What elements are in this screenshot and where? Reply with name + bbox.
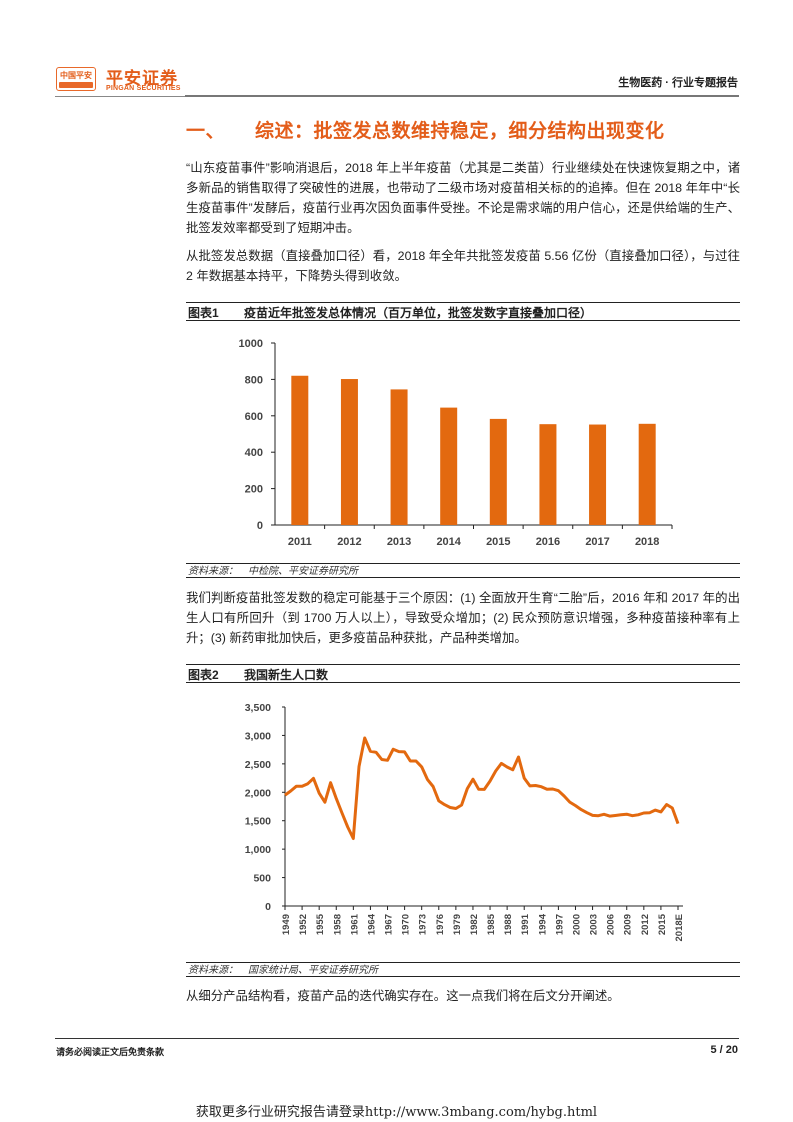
line-y-tick-label: 2,500 [245,759,271,771]
line-x-tick-label: 2000 [571,914,582,935]
line-x-tick-label: 1982 [469,914,480,935]
line-x-tick-label: 1964 [366,913,377,935]
bar-2013 [390,389,408,525]
brand-name-cn: 平安证券 [106,69,178,88]
line-x-tick-label: 2012 [640,914,651,935]
line-x-tick-label: 1952 [298,914,309,935]
line-x-tick-label: 1979 [452,914,463,935]
pingan-logo-badge: 中国平安 [56,67,96,91]
paragraph-reasons: 我们判断疫苗批签发数的稳定可能基于三个原因：(1) 全面放开生育“二胎”后，20… [186,591,740,645]
paragraph-summary: 从批签发总数据（直接叠加口径）看，2018 年全年共批签发疫苗 5.56 亿份（… [186,249,740,283]
line-chart-x-axis: 1949 1952 1955 1958 1961 1964 1967 1970 1973 1976… [281,906,685,941]
line-y-tick-label: 1,000 [245,844,271,856]
bar-x-tick-label: 2018 [635,536,659,548]
figure1-source-label: 资料来源： [188,566,238,577]
figure1-title: 疫苗近年批签发总体情况（百万单位，批签发数字直接叠加口径） [244,306,593,320]
bar-y-tick-label: 600 [245,411,263,423]
line-x-tick-label: 1967 [384,914,395,935]
line-x-tick-label: 2003 [589,914,600,935]
bar-2012 [340,379,358,525]
line-chart-series [284,736,680,840]
line-x-tick-label: 1985 [486,913,497,935]
figure2-label: 图表2 [188,668,219,682]
line-y-tick-label: 2,000 [245,787,271,799]
page-number: 5 / 20 [710,1044,738,1056]
section-number: 一、 [186,121,226,142]
bar-y-tick-label: 0 [257,520,263,532]
line-y-tick-label: 500 [253,873,271,885]
line-x-tick-label: 1958 [332,914,343,935]
bar-y-tick-label: 1000 [239,338,263,350]
figure2-title-bar: 图表2 我国新生人口数 [186,664,740,683]
section-title: 一、 综述：批签发总数维持稳定，细分结构出现变化 [186,116,665,143]
bar-x-tick-label: 2015 [486,536,510,548]
bar-2011 [291,375,309,525]
line-x-tick-label: 1994 [537,913,548,935]
bar-chart-x-axis: 2011 2012 2013 2014 2015 2016 2017 2018 [288,525,673,548]
line-y-tick-label: 0 [265,901,271,913]
line-x-tick-label: 1991 [520,913,531,935]
line-x-tick-label: 2018E [674,914,685,941]
line-x-tick-label: 2006 [606,914,617,935]
bar-2015 [489,418,507,525]
figure2-title: 我国新生人口数 [244,668,329,682]
line-x-tick-label: 2015 [657,913,668,935]
line-chart-y-axis: 0 500 1,000 1,500 2,000 2,500 3,000 3,500 [245,702,285,913]
bar-chart-bars [291,375,656,525]
line-x-tick-label: 1973 [418,914,429,935]
bar-y-tick-label: 200 [245,484,263,496]
logo-badge-text: 中国平安 [60,71,92,80]
bar-x-tick-label: 2013 [387,536,411,548]
bar-2016 [539,424,557,525]
bar-2014 [440,407,458,525]
figure2-source-text: 国家统计局、平安证券研究所 [248,965,378,976]
line-x-tick-label: 1970 [401,914,412,935]
line-y-tick-label: 1,500 [245,816,271,828]
figure1-source: 资料来源： 中检院、平安证券研究所 [186,563,740,578]
logo-badge-subtext [59,82,93,88]
bar-2017 [589,424,607,525]
promo-link[interactable]: 获取更多行业研究报告请登录http://www.3mbang.com/hybg.… [195,1105,598,1120]
figure1-label: 图表1 [188,306,219,320]
paragraph-intro: “山东疫苗事件”影响消退后，2018 年上半年疫苗（尤其是二类苗）行业继续处在快… [186,161,740,235]
brand-name-en: PINGAN SECURITIES [106,85,181,92]
line-x-tick-label: 1997 [554,914,565,935]
bar-x-tick-label: 2014 [436,536,461,548]
bar-2018 [638,423,656,525]
line-y-tick-label: 3,500 [245,702,271,714]
line-y-tick-label: 3,000 [245,730,271,742]
footer-divider [55,1038,739,1039]
footer-disclaimer-link[interactable]: 请务必阅读正文后免责条款 [56,1047,165,1057]
bar-x-tick-label: 2012 [337,536,361,548]
bar-x-tick-label: 2011 [288,536,312,548]
figure2-source: 资料来源： 国家统计局、平安证券研究所 [186,962,740,977]
paragraph-structure: 从细分产品结构看，疫苗产品的迭代确实存在。这一点我们将在后文分开阐述。 [186,989,620,1003]
section-title-text: 综述：批签发总数维持稳定，细分结构出现变化 [255,121,665,142]
header-divider-thick [185,95,739,97]
line-x-tick-label: 1949 [281,914,292,935]
line-x-tick-label: 1955 [315,913,326,935]
figure1-source-text: 中检院、平安证券研究所 [248,566,358,577]
line-x-tick-label: 1961 [349,913,360,935]
figure2-source-label: 资料来源： [188,965,238,976]
bar-chart-y-axis: 0 200 400 600 800 1000 [239,338,275,532]
bar-x-tick-label: 2017 [585,536,609,548]
line-x-tick-label: 1976 [435,914,446,935]
bar-y-tick-label: 400 [245,447,263,459]
line-x-tick-label: 1988 [503,914,514,935]
figure1-title-bar: 图表1 疫苗近年批签发总体情况（百万单位，批签发数字直接叠加口径） [186,302,740,321]
bar-y-tick-label: 800 [245,374,263,386]
report-type: 生物医药 · 行业专题报告 [618,77,738,89]
line-x-tick-label: 2009 [623,914,634,935]
bar-x-tick-label: 2016 [536,536,560,548]
